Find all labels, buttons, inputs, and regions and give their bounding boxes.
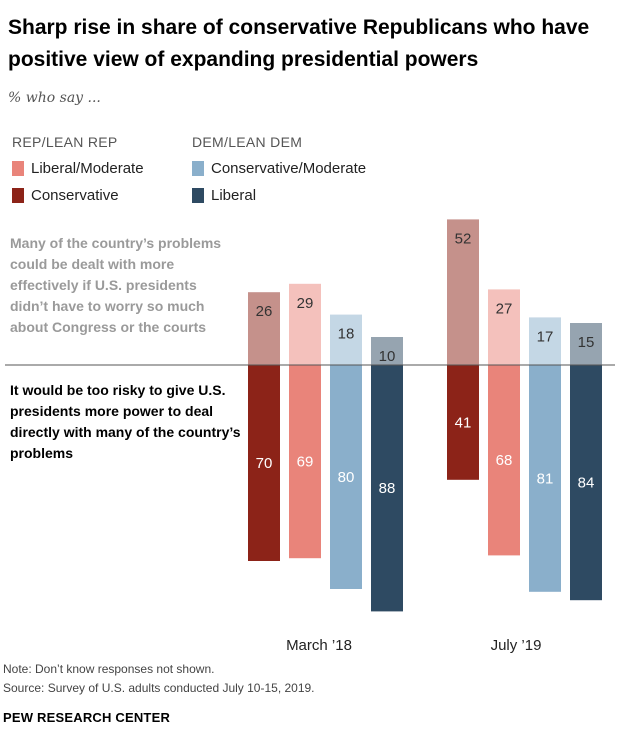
bar-value-label: 80 — [338, 469, 355, 486]
bar-value-label: 26 — [256, 303, 273, 320]
bar-risky — [570, 365, 602, 601]
legend-label: Liberal/Moderate — [31, 160, 144, 177]
bar-value-label: 41 — [455, 414, 472, 431]
legend-label: Conservative — [31, 187, 119, 204]
legend-label: Liberal — [211, 187, 257, 204]
legend-label: Conservative/Moderate — [211, 160, 367, 177]
bar-value-label: 70 — [256, 455, 273, 472]
legend-rep-title: REP/LEAN REP — [12, 134, 118, 150]
bar-positive — [330, 314, 362, 365]
bar-value-label: 10 — [379, 348, 396, 365]
bar-risky — [330, 365, 362, 589]
bar-value-label: 17 — [537, 328, 554, 345]
bar-value-label: 81 — [537, 470, 554, 487]
legend-item-conservative-moderate: Conservative/Moderate — [192, 160, 366, 177]
bar-risky — [529, 365, 561, 592]
bar-value-label: 69 — [297, 454, 314, 471]
legend-item-conservative: Conservative — [12, 187, 119, 204]
bar-risky — [289, 365, 321, 559]
bar-positive — [570, 323, 602, 365]
bar-value-label: 88 — [379, 480, 396, 497]
bar-positive — [371, 337, 403, 365]
bar-positive — [447, 219, 479, 365]
footer-note: Note: Don’t know responses not shown. — [3, 662, 215, 676]
bar-positive — [289, 283, 321, 365]
chart-subtitle: % who say ... — [8, 90, 101, 106]
legend-swatch — [12, 188, 24, 203]
bar-positive — [529, 317, 561, 365]
category-label: July ’19 — [491, 637, 542, 654]
legend-swatch — [192, 161, 204, 176]
bar-value-label: 27 — [496, 300, 513, 317]
category-label: March ’18 — [286, 637, 352, 654]
statement-risky: It would be too risky to give U.S. presi… — [10, 382, 241, 461]
bar-value-label: 18 — [338, 326, 355, 343]
bar-value-label: 52 — [455, 230, 472, 247]
legend-swatch — [192, 188, 204, 203]
bar-value-label: 84 — [578, 475, 595, 492]
brand-logo: PEW RESEARCH CENTER — [3, 710, 171, 725]
legend-dem-title: DEM/LEAN DEM — [192, 134, 303, 150]
bar-value-label: 68 — [496, 452, 513, 469]
chart-title: Sharp rise in share of conservative Repu… — [8, 16, 590, 71]
legend-item-liberal: Liberal — [192, 187, 256, 204]
bar-risky — [371, 365, 403, 612]
bar-value-label: 29 — [297, 295, 314, 312]
bar-value-label: 15 — [578, 334, 595, 351]
legend-item-liberal-moderate: Liberal/Moderate — [12, 160, 144, 177]
legend-swatch — [12, 161, 24, 176]
bar-risky — [447, 365, 479, 480]
bar-positive — [248, 292, 280, 365]
bar-positive — [488, 289, 520, 365]
statement-positive: Many of the country’s problems could be … — [10, 235, 222, 335]
bar-risky — [248, 365, 280, 561]
bar-risky — [488, 365, 520, 556]
footer-source: Source: Survey of U.S. adults conducted … — [3, 681, 315, 695]
